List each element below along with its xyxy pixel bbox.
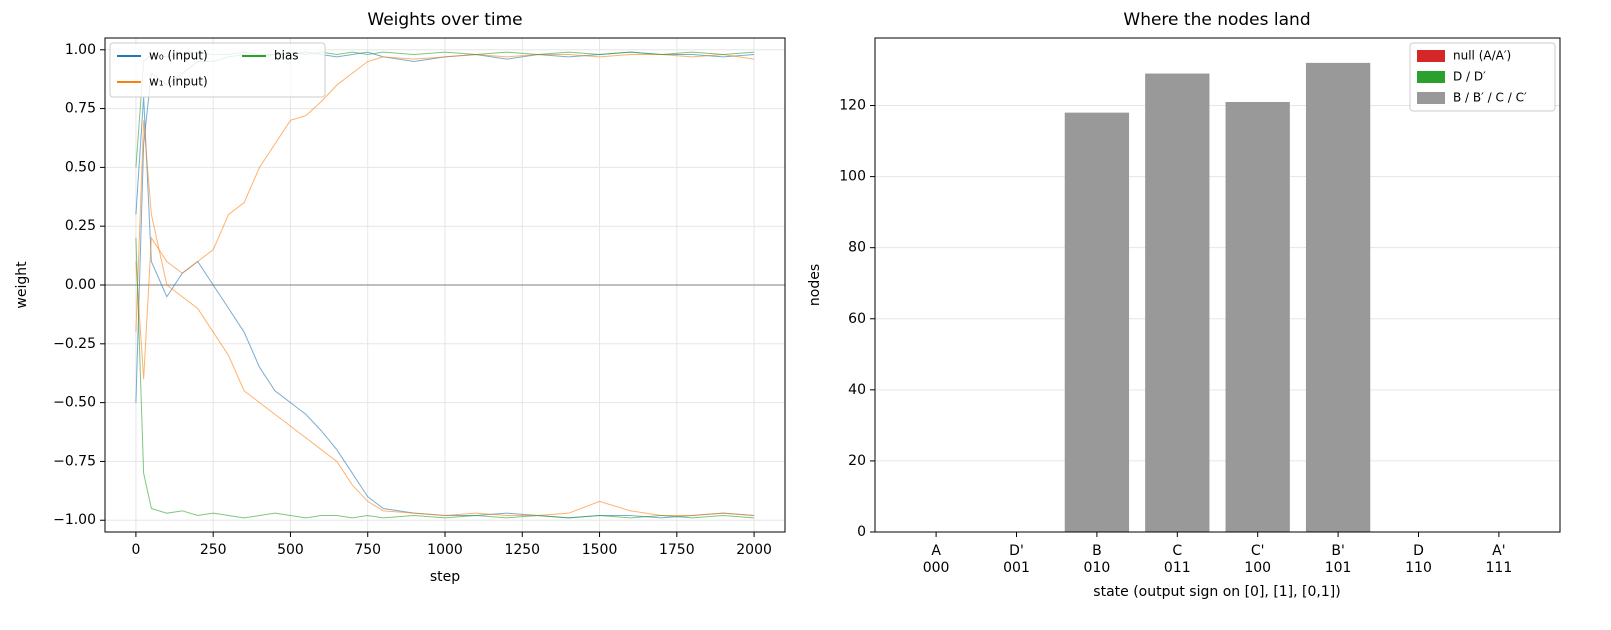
series-line <box>135 237 755 519</box>
x-tick-label: 750 <box>354 542 381 558</box>
legend-label: B / B′ / C / C′ <box>1453 91 1527 105</box>
chart-title: Where the nodes land <box>1123 10 1310 30</box>
y-tick-label: 100 <box>839 169 866 185</box>
x-axis-label: step <box>430 569 460 585</box>
y-tick-label: 0.75 <box>65 101 96 117</box>
y-tick-label: 1.00 <box>65 42 96 58</box>
legend-label: w₀ (input) <box>149 49 208 63</box>
y-tick-label: 0.25 <box>65 218 96 234</box>
y-tick-label: 120 <box>839 98 866 114</box>
legend-label: D / D′ <box>1453 70 1486 84</box>
x-tick-label: 500 <box>277 542 304 558</box>
x-tick-label: D' <box>1009 543 1024 559</box>
chart-title: Weights over time <box>367 10 522 30</box>
x-tick-sublabel: 100 <box>1244 560 1271 576</box>
legend-box <box>109 42 326 98</box>
x-tick-label: 0 <box>131 542 140 558</box>
x-tick-label: A' <box>1492 543 1505 559</box>
x-tick-label: 1500 <box>582 542 618 558</box>
x-tick-sublabel: 000 <box>923 560 950 576</box>
bar <box>1145 73 1210 533</box>
y-tick-label: −1.00 <box>53 512 96 528</box>
x-tick-sublabel: 010 <box>1084 560 1111 576</box>
legend-label: null (A/A′) <box>1453 49 1511 63</box>
bar <box>1225 101 1290 532</box>
y-tick-label: −0.25 <box>53 336 96 352</box>
series-line <box>135 120 755 517</box>
y-tick-label: 40 <box>848 382 866 398</box>
x-tick-label: B' <box>1331 543 1344 559</box>
x-tick-label: D <box>1413 543 1424 559</box>
y-tick-label: 0.00 <box>65 277 96 293</box>
y-tick-label: 60 <box>848 311 866 327</box>
x-tick-label: 1250 <box>504 542 540 558</box>
y-tick-label: 20 <box>848 453 866 469</box>
y-axis-label: nodes <box>807 264 823 306</box>
x-tick-label: B <box>1092 543 1102 559</box>
y-tick-label: −0.75 <box>53 453 96 469</box>
y-tick-label: 0 <box>857 524 866 540</box>
x-tick-label: C' <box>1251 543 1265 559</box>
x-tick-sublabel: 001 <box>1003 560 1030 576</box>
axes-frame <box>104 37 786 533</box>
x-tick-label: 1000 <box>427 542 463 558</box>
bar <box>1064 112 1130 533</box>
x-tick-label: 1750 <box>659 542 695 558</box>
legend-label: w₁ (input) <box>149 75 208 89</box>
x-tick-sublabel: 110 <box>1405 560 1432 576</box>
bar <box>1305 62 1371 533</box>
x-tick-sublabel: 111 <box>1486 560 1513 576</box>
y-tick-label: 80 <box>848 240 866 256</box>
x-tick-sublabel: 101 <box>1325 560 1352 576</box>
axes-frame <box>874 37 1561 533</box>
series-line <box>135 53 755 380</box>
x-tick-label: 250 <box>200 542 227 558</box>
y-axis-label: weight <box>14 261 30 309</box>
y-tick-label: 0.50 <box>65 159 96 175</box>
legend-swatch <box>1417 92 1445 104</box>
x-tick-sublabel: 011 <box>1164 560 1191 576</box>
x-axis-label: state (output sign on [0], [1], [0,1]) <box>1093 584 1340 600</box>
x-tick-label: C <box>1172 543 1182 559</box>
legend-box <box>1409 42 1556 112</box>
legend-label: bias <box>274 49 299 63</box>
y-tick-label: −0.50 <box>53 395 96 411</box>
x-tick-label: 2000 <box>736 542 772 558</box>
x-tick-label: A <box>931 543 941 559</box>
legend-swatch <box>1417 71 1445 83</box>
legend-swatch <box>1417 50 1445 62</box>
